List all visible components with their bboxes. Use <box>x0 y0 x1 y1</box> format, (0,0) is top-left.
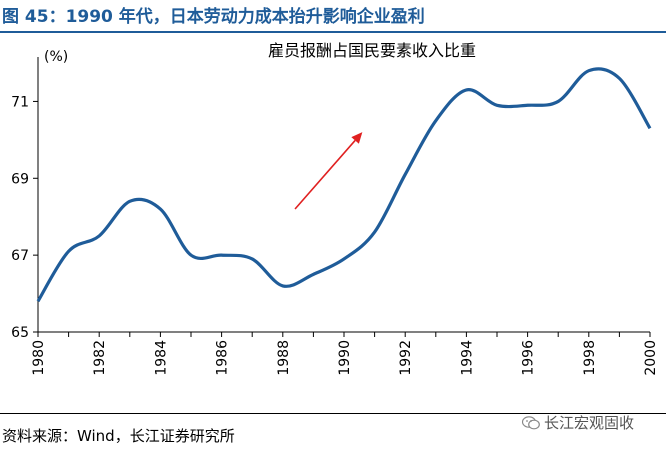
figure-title: 图 45：1990 年代，日本劳动力成本抬升影响企业盈利 <box>2 7 425 27</box>
x-tick-label: 1992 <box>398 340 414 376</box>
x-tick-label: 1986 <box>215 340 231 376</box>
line-chart: 雇员报酬占国民要素收入比重 (%) 65 67 69 71 1980 1982 1984 19… <box>11 41 659 376</box>
x-tick-label: 1996 <box>521 340 537 376</box>
series-line <box>36 67 652 303</box>
y-tick-label: 69 <box>11 171 29 187</box>
x-tick-label: 1988 <box>276 340 292 376</box>
x-tick-label: 1980 <box>31 340 47 376</box>
x-tick-label: 1998 <box>582 340 598 376</box>
wechat-icon <box>521 415 540 430</box>
chart-title: 雇员报酬占国民要素收入比重 <box>268 41 476 60</box>
y-tick-label: 71 <box>11 94 29 110</box>
trend-arrow-shaft <box>294 139 356 210</box>
x-tick-label: 1994 <box>459 340 475 376</box>
watermark: 长江宏观固收 <box>521 412 635 433</box>
y-tick-label: 65 <box>11 325 29 341</box>
watermark-text: 长江宏观固收 <box>544 414 635 432</box>
x-tick-label: 1984 <box>153 340 169 376</box>
bottom-rule <box>0 413 666 414</box>
y-tick-label: 67 <box>11 248 29 264</box>
x-tick-label: 1990 <box>337 340 353 376</box>
x-tick-label: 2000 <box>643 340 659 376</box>
x-tick-label: 1982 <box>92 340 108 376</box>
y-axis-unit: (%) <box>44 49 68 65</box>
trend-arrow-head <box>351 132 363 144</box>
source-note: 资料来源：Wind，长江证券研究所 <box>2 427 235 445</box>
title-rule <box>0 31 666 33</box>
